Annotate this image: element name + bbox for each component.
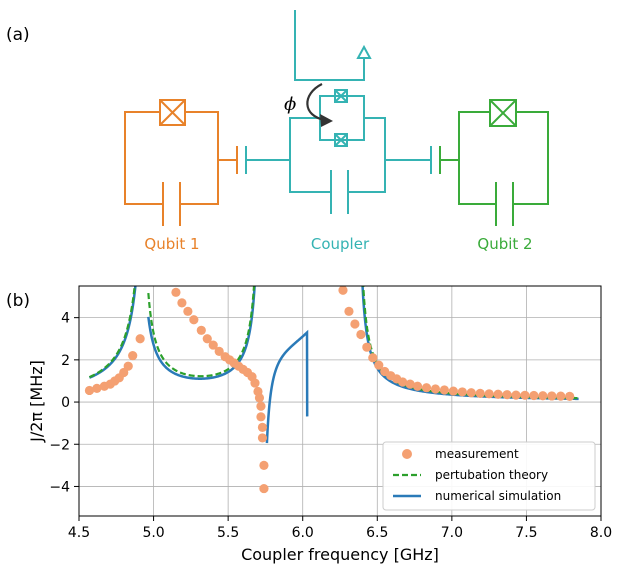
measurement-point xyxy=(338,286,347,295)
qubit1-circuit xyxy=(125,100,237,226)
measurement-point xyxy=(362,343,371,352)
measurement-point xyxy=(502,390,511,399)
measurement-point xyxy=(556,392,565,401)
measurement-point xyxy=(511,390,520,399)
legend-marker-measurement xyxy=(402,449,412,459)
x-tick-label: 5.5 xyxy=(217,525,239,541)
measurement-point xyxy=(538,391,547,400)
measurement-point xyxy=(258,433,267,442)
measurement-point xyxy=(458,387,467,396)
phi-symbol: ϕ xyxy=(284,94,296,115)
measurement-point xyxy=(467,388,476,397)
measurement-point xyxy=(256,402,265,411)
measurement-point xyxy=(136,334,145,343)
measurement-point xyxy=(493,390,502,399)
qubit1-label: Qubit 1 xyxy=(144,235,199,253)
qubit2-circuit xyxy=(440,100,548,226)
legend-label-measurement: measurement xyxy=(435,447,519,461)
chart-legend: measurement pertubation theory numerical… xyxy=(383,442,595,510)
measurement-point xyxy=(476,389,485,398)
y-tick-label: 0 xyxy=(61,395,70,411)
qubit2-label: Qubit 2 xyxy=(477,235,532,253)
y-tick-label: 2 xyxy=(61,353,70,369)
x-tick-label: 7.0 xyxy=(441,525,463,541)
measurement-point xyxy=(183,307,192,316)
measurement-point xyxy=(256,412,265,421)
measurement-point xyxy=(350,319,359,328)
measurement-point xyxy=(449,386,458,395)
measurement-point xyxy=(124,362,133,371)
coupling-chart: 4.5 5.0 5.5 6.0 6.5 7.0 7.5 8.0 −4 −2 0 2 4 Coupler … xyxy=(27,212,612,564)
measurement-point xyxy=(547,391,556,400)
coupler-circuit xyxy=(246,10,431,214)
x-tick-label: 4.5 xyxy=(68,525,90,541)
measurement-point xyxy=(250,378,259,387)
measurement-point xyxy=(368,353,377,362)
measurement-point xyxy=(258,423,267,432)
coupler-label: Coupler xyxy=(311,235,370,253)
legend-label-simulation: numerical simulation xyxy=(435,489,561,503)
measurement-point xyxy=(128,351,137,360)
x-tick-label: 8.0 xyxy=(590,525,612,541)
measurement-point xyxy=(171,288,180,297)
panel-a-label: (a) xyxy=(6,25,30,45)
measurement-point xyxy=(413,382,422,391)
flux-bias-line xyxy=(295,10,364,80)
measurement-point xyxy=(259,461,268,470)
measurement-point xyxy=(189,315,198,324)
flux-line-ground xyxy=(358,47,370,58)
y-tick-label: −4 xyxy=(49,479,70,495)
y-tick-label: 4 xyxy=(61,311,70,327)
y-tick-label: −2 xyxy=(49,437,70,453)
measurement-point xyxy=(356,330,365,339)
measurement-point xyxy=(422,383,431,392)
x-axis-label: Coupler frequency [GHz] xyxy=(241,545,439,564)
x-tick-label: 5.0 xyxy=(142,525,164,541)
x-tick-label: 6.5 xyxy=(366,525,388,541)
measurement-point xyxy=(177,298,186,307)
panel-b-label: (b) xyxy=(6,291,30,311)
measurement-point xyxy=(259,484,268,493)
measurement-point xyxy=(520,391,529,400)
measurement-point xyxy=(344,307,353,316)
measurement-point xyxy=(565,392,574,401)
measurement-point xyxy=(529,391,538,400)
measurement-point xyxy=(440,385,449,394)
legend-label-perturbation: pertubation theory xyxy=(435,468,548,482)
measurement-point xyxy=(485,389,494,398)
measurement-point xyxy=(255,393,264,402)
y-axis-label: J/2π [MHz] xyxy=(27,360,46,443)
measurement-point xyxy=(431,384,440,393)
x-tick-label: 7.5 xyxy=(515,525,537,541)
circuit-diagram: (a) xyxy=(6,10,548,253)
measurement-point xyxy=(197,326,206,335)
x-tick-label: 6.0 xyxy=(292,525,314,541)
